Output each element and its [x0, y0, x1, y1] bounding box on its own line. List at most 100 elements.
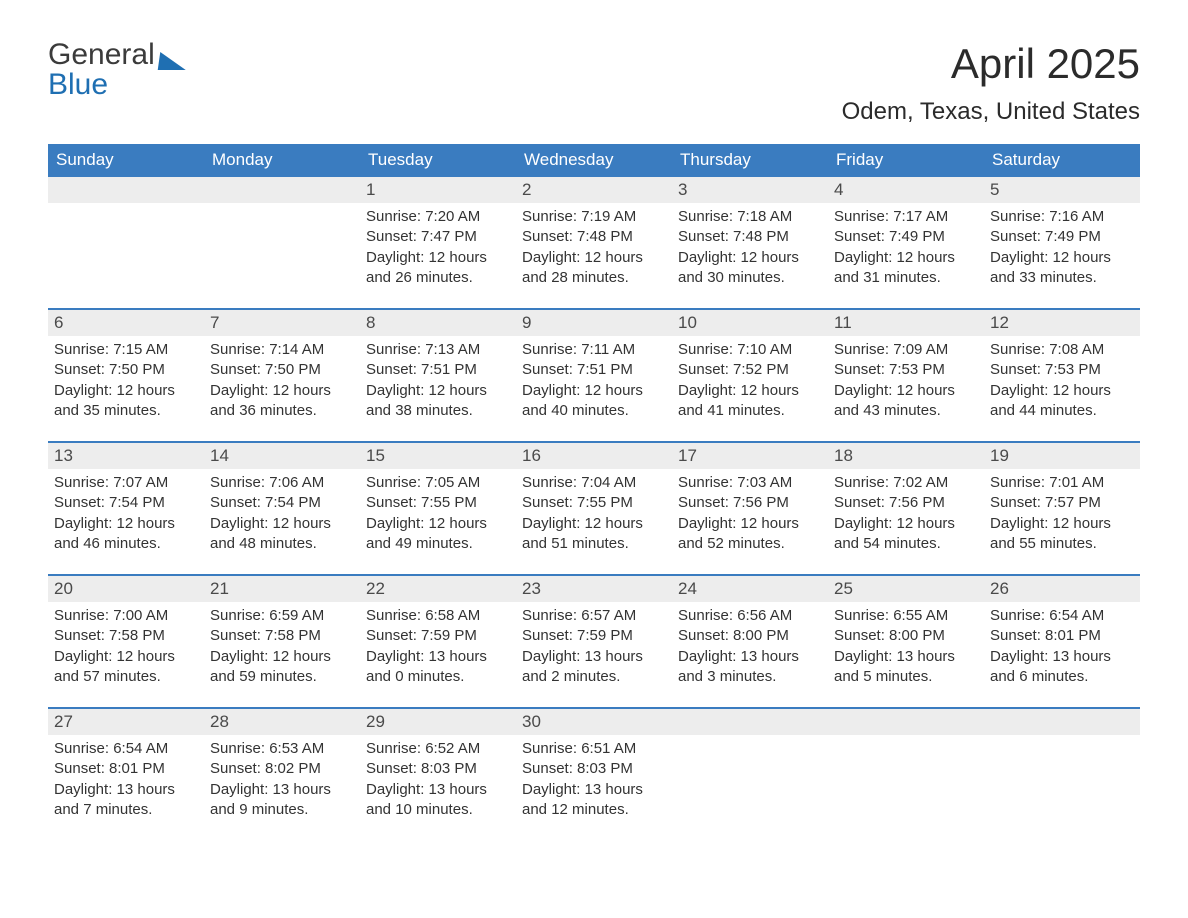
sunset-line: Sunset: 8:03 PM [366, 759, 510, 779]
day-cell: Sunrise: 7:02 AMSunset: 7:56 PMDaylight:… [828, 469, 984, 574]
sunrise-line: Sunrise: 7:10 AM [678, 340, 822, 360]
day-number: 3 [672, 177, 828, 203]
day-number: 9 [516, 310, 672, 336]
day-cell: Sunrise: 7:09 AMSunset: 7:53 PMDaylight:… [828, 336, 984, 441]
day-number: 11 [828, 310, 984, 336]
sunset-line: Sunset: 7:56 PM [834, 493, 978, 513]
sunset-line: Sunset: 7:58 PM [54, 626, 198, 646]
sunset-line: Sunset: 7:50 PM [54, 360, 198, 380]
day-number: 12 [984, 310, 1140, 336]
daylight-line-2: and 38 minutes. [366, 401, 510, 421]
sunrise-line: Sunrise: 7:03 AM [678, 473, 822, 493]
daylight-line-2: and 52 minutes. [678, 534, 822, 554]
daylight-line-2: and 2 minutes. [522, 667, 666, 687]
daylight-line-1: Daylight: 12 hours [210, 381, 354, 401]
daylight-line-2: and 44 minutes. [990, 401, 1134, 421]
day-number: 8 [360, 310, 516, 336]
sunrise-line: Sunrise: 7:00 AM [54, 606, 198, 626]
day-cell: Sunrise: 7:03 AMSunset: 7:56 PMDaylight:… [672, 469, 828, 574]
day-cell: Sunrise: 7:14 AMSunset: 7:50 PMDaylight:… [204, 336, 360, 441]
sunrise-line: Sunrise: 7:07 AM [54, 473, 198, 493]
day-cell [48, 203, 204, 308]
daylight-line-2: and 54 minutes. [834, 534, 978, 554]
sunrise-line: Sunrise: 7:11 AM [522, 340, 666, 360]
day-cell: Sunrise: 6:54 AMSunset: 8:01 PMDaylight:… [48, 735, 204, 840]
day-number: 19 [984, 443, 1140, 469]
daylight-line-2: and 3 minutes. [678, 667, 822, 687]
daylight-line-2: and 59 minutes. [210, 667, 354, 687]
day-number [204, 177, 360, 203]
day-of-week-label: Saturday [984, 144, 1140, 177]
day-number: 14 [204, 443, 360, 469]
brand-logo: General Blue [48, 40, 187, 100]
day-number: 2 [516, 177, 672, 203]
sunset-line: Sunset: 7:59 PM [366, 626, 510, 646]
day-cell: Sunrise: 7:18 AMSunset: 7:48 PMDaylight:… [672, 203, 828, 308]
daylight-line-2: and 10 minutes. [366, 800, 510, 820]
daylight-line-1: Daylight: 13 hours [366, 647, 510, 667]
sunrise-line: Sunrise: 7:01 AM [990, 473, 1134, 493]
sunrise-line: Sunrise: 7:20 AM [366, 207, 510, 227]
day-number: 17 [672, 443, 828, 469]
day-cell: Sunrise: 6:53 AMSunset: 8:02 PMDaylight:… [204, 735, 360, 840]
logo-word-1: General [48, 40, 155, 70]
day-number: 10 [672, 310, 828, 336]
daylight-line-1: Daylight: 12 hours [678, 248, 822, 268]
daylight-line-1: Daylight: 12 hours [678, 514, 822, 534]
daylight-line-2: and 51 minutes. [522, 534, 666, 554]
day-number: 5 [984, 177, 1140, 203]
day-of-week-label: Sunday [48, 144, 204, 177]
daylight-line-2: and 28 minutes. [522, 268, 666, 288]
day-number [672, 709, 828, 735]
daylight-line-1: Daylight: 12 hours [522, 381, 666, 401]
day-number: 4 [828, 177, 984, 203]
day-number [48, 177, 204, 203]
sunset-line: Sunset: 8:03 PM [522, 759, 666, 779]
sunrise-line: Sunrise: 7:19 AM [522, 207, 666, 227]
day-of-week-label: Monday [204, 144, 360, 177]
sunset-line: Sunset: 7:56 PM [678, 493, 822, 513]
daylight-line-2: and 12 minutes. [522, 800, 666, 820]
day-cell: Sunrise: 7:05 AMSunset: 7:55 PMDaylight:… [360, 469, 516, 574]
daylight-line-1: Daylight: 13 hours [210, 780, 354, 800]
calendar-week: 6789101112Sunrise: 7:15 AMSunset: 7:50 P… [48, 308, 1140, 441]
daylight-line-2: and 43 minutes. [834, 401, 978, 421]
day-number: 15 [360, 443, 516, 469]
daylight-line-2: and 36 minutes. [210, 401, 354, 421]
day-cell: Sunrise: 6:59 AMSunset: 7:58 PMDaylight:… [204, 602, 360, 707]
daylight-line-2: and 57 minutes. [54, 667, 198, 687]
day-number: 18 [828, 443, 984, 469]
day-cell: Sunrise: 7:01 AMSunset: 7:57 PMDaylight:… [984, 469, 1140, 574]
calendar: SundayMondayTuesdayWednesdayThursdayFrid… [48, 144, 1140, 840]
day-cell [672, 735, 828, 840]
day-cell [204, 203, 360, 308]
sunrise-line: Sunrise: 6:52 AM [366, 739, 510, 759]
sunrise-line: Sunrise: 6:54 AM [990, 606, 1134, 626]
daylight-line-1: Daylight: 13 hours [366, 780, 510, 800]
daylight-line-1: Daylight: 12 hours [678, 381, 822, 401]
daylight-line-1: Daylight: 12 hours [834, 248, 978, 268]
day-of-week-label: Tuesday [360, 144, 516, 177]
day-cell: Sunrise: 6:56 AMSunset: 8:00 PMDaylight:… [672, 602, 828, 707]
daylight-line-1: Daylight: 12 hours [366, 514, 510, 534]
sunset-line: Sunset: 7:51 PM [366, 360, 510, 380]
sunrise-line: Sunrise: 7:14 AM [210, 340, 354, 360]
daylight-line-1: Daylight: 13 hours [834, 647, 978, 667]
sunset-line: Sunset: 7:59 PM [522, 626, 666, 646]
daylight-line-2: and 55 minutes. [990, 534, 1134, 554]
sunrise-line: Sunrise: 7:13 AM [366, 340, 510, 360]
daylight-line-1: Daylight: 12 hours [54, 381, 198, 401]
daylight-line-1: Daylight: 12 hours [834, 381, 978, 401]
day-number: 29 [360, 709, 516, 735]
sunrise-line: Sunrise: 7:15 AM [54, 340, 198, 360]
daylight-line-1: Daylight: 12 hours [834, 514, 978, 534]
sunset-line: Sunset: 7:55 PM [366, 493, 510, 513]
sunset-line: Sunset: 7:55 PM [522, 493, 666, 513]
day-number: 6 [48, 310, 204, 336]
sunset-line: Sunset: 7:47 PM [366, 227, 510, 247]
calendar-week: 13141516171819Sunrise: 7:07 AMSunset: 7:… [48, 441, 1140, 574]
sunset-line: Sunset: 7:50 PM [210, 360, 354, 380]
daylight-line-1: Daylight: 12 hours [366, 381, 510, 401]
daylight-line-1: Daylight: 13 hours [990, 647, 1134, 667]
sunrise-line: Sunrise: 6:55 AM [834, 606, 978, 626]
